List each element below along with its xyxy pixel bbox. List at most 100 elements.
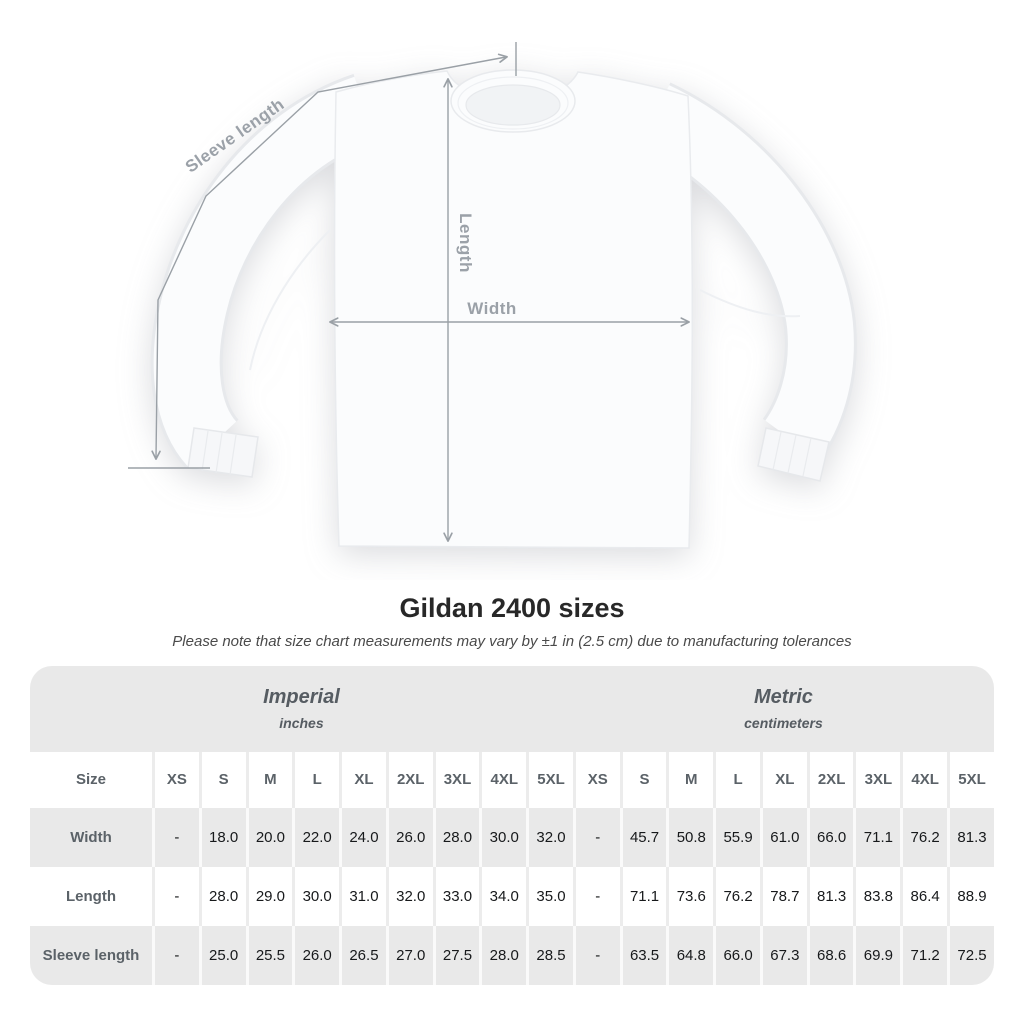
shirt-size-diagram: Sleeve length Length Width <box>128 42 857 549</box>
measurement-cell: 29.0 <box>245 866 293 926</box>
measurement-cell: 45.7 <box>619 807 667 867</box>
column-header-metric-s: S <box>619 751 667 808</box>
measurement-cell: 76.2 <box>900 807 948 867</box>
imperial-header: Imperial inches <box>30 665 573 752</box>
measurement-cell: 71.1 <box>853 807 901 867</box>
measurement-cell: 81.3 <box>806 866 854 926</box>
table-row-width: Width -18.0 20.0 22.0 24.0 26.0 28.0 30.0 32.0-4… <box>30 807 994 867</box>
column-header-imperial-xs: XS <box>152 751 199 808</box>
measurement-cell: 28.0 <box>198 866 246 926</box>
collar-opening <box>465 84 561 126</box>
measurement-cell: 67.3 <box>759 925 807 985</box>
column-header-metric-3xl: 3XL <box>853 751 901 808</box>
size-header-row: Size XS S M L XL 2XL 3XL 4XL 5XL XS S M L XL 2XL 3XL 4XL… <box>30 751 994 808</box>
measurement-cell: 28.0 <box>479 925 527 985</box>
left-cuff <box>187 427 259 478</box>
row-label: Sleeve length <box>30 925 152 985</box>
imperial-label: Imperial <box>263 686 340 709</box>
measurement-cell: 88.9 <box>947 866 994 926</box>
page-title: Gildan 2400 sizes <box>399 593 625 623</box>
left-sleeve-crease <box>249 229 331 371</box>
measurement-cell: 71.2 <box>900 925 948 985</box>
table-row-length: Length -28.0 29.0 30.0 31.0 32.0 33.0 34.0 35.0-… <box>30 866 994 926</box>
measurement-cell: 81.3 <box>947 807 994 867</box>
measurement-cell: - <box>152 866 199 926</box>
measurement-cell: 33.0 <box>432 866 480 926</box>
measurement-cell: - <box>152 807 199 867</box>
measurement-cell: 30.0 <box>292 866 340 926</box>
page-subtitle: Please note that size chart measurements… <box>172 632 852 650</box>
measurement-cell: - <box>572 807 620 867</box>
right-cuff <box>757 427 830 482</box>
measurement-cell: 69.9 <box>853 925 901 985</box>
measurement-cell: 35.0 <box>526 866 573 926</box>
measurement-cell: 64.8 <box>666 925 714 985</box>
column-header-imperial-4xl: 4XL <box>479 751 527 808</box>
table-body: Width -18.0 20.0 22.0 24.0 26.0 28.0 30.0 32.0-4… <box>30 807 994 985</box>
metric-sublabel: centimeters <box>744 715 823 732</box>
measurement-cell: 25.5 <box>245 925 293 985</box>
column-header-metric-xl: XL <box>759 751 807 808</box>
column-header-imperial-2xl: 2XL <box>385 751 433 808</box>
column-header-metric-5xl: 5XL <box>947 751 994 808</box>
measurement-cell: 32.0 <box>385 866 433 926</box>
measurement-cell: 34.0 <box>479 866 527 926</box>
measurement-cell: 27.5 <box>432 925 480 985</box>
metric-label: Metric <box>753 686 813 709</box>
measurement-cell: 72.5 <box>947 925 994 985</box>
imperial-sublabel: inches <box>279 715 324 732</box>
column-header-imperial-3xl: 3XL <box>432 751 480 808</box>
metric-header: Metric centimeters <box>572 665 994 752</box>
measurement-cell: - <box>152 925 199 985</box>
measurement-cell: 28.5 <box>526 925 573 985</box>
measurement-cell: 26.0 <box>292 925 340 985</box>
measurement-cell: 25.0 <box>198 925 246 985</box>
right-sleeve-fill <box>640 85 854 460</box>
column-header-imperial-xl: XL <box>339 751 386 808</box>
row-label: Length <box>30 866 152 926</box>
column-header-metric-xs: XS <box>572 751 620 808</box>
measurement-cell: 20.0 <box>245 807 293 867</box>
length-label: Length <box>456 213 475 273</box>
column-header-imperial-s: S <box>198 751 246 808</box>
right-sleeve-crease <box>699 289 801 318</box>
column-header-size: Size <box>30 751 152 808</box>
column-header-imperial-m: M <box>245 751 293 808</box>
row-label: Width <box>30 807 152 867</box>
measurement-cell: 26.5 <box>339 925 386 985</box>
right-cuff-ribs <box>772 431 812 477</box>
measurement-cell: 27.0 <box>385 925 433 985</box>
measurement-cell: 68.6 <box>806 925 854 985</box>
measurement-cell: 22.0 <box>292 807 340 867</box>
measurement-cell: 24.0 <box>339 807 386 867</box>
measurement-cell: 50.8 <box>666 807 714 867</box>
table-row-sleeve-length: Sleeve length -25.0 25.5 26.0 26.5 27.0 27.5 28… <box>30 925 994 985</box>
measurement-cell: 63.5 <box>619 925 667 985</box>
column-header-metric-4xl: 4XL <box>900 751 948 808</box>
measurement-cell: 71.1 <box>619 866 667 926</box>
measurement-cell: 28.0 <box>432 807 480 867</box>
column-header-imperial-5xl: 5XL <box>526 751 573 808</box>
column-header-imperial-l: L <box>292 751 340 808</box>
measurement-cell: 73.6 <box>666 866 714 926</box>
measurement-cell: 18.0 <box>198 807 246 867</box>
measurement-cell: 31.0 <box>339 866 386 926</box>
measurement-cell: 32.0 <box>526 807 573 867</box>
sleeve-length-arrow <box>128 42 517 469</box>
measurement-cell: 66.0 <box>806 807 854 867</box>
column-header-metric-l: L <box>713 751 760 808</box>
measurement-cell: 86.4 <box>900 866 948 926</box>
column-header-metric-2xl: 2XL <box>806 751 854 808</box>
measurement-cell: 76.2 <box>713 866 760 926</box>
measurement-cell: 78.7 <box>759 866 807 926</box>
measurement-cell: - <box>572 925 620 985</box>
measurement-cell: 30.0 <box>479 807 527 867</box>
measurement-cell: 55.9 <box>713 807 760 867</box>
unit-header-row: Imperial inches Metric centimeters <box>30 665 994 752</box>
measurement-cell: 61.0 <box>759 807 807 867</box>
measurement-cell: 83.8 <box>853 866 901 926</box>
measurement-cell: 26.0 <box>385 807 433 867</box>
measurement-cell: - <box>572 866 620 926</box>
measurement-cell: 66.0 <box>713 925 760 985</box>
column-header-metric-m: M <box>666 751 714 808</box>
